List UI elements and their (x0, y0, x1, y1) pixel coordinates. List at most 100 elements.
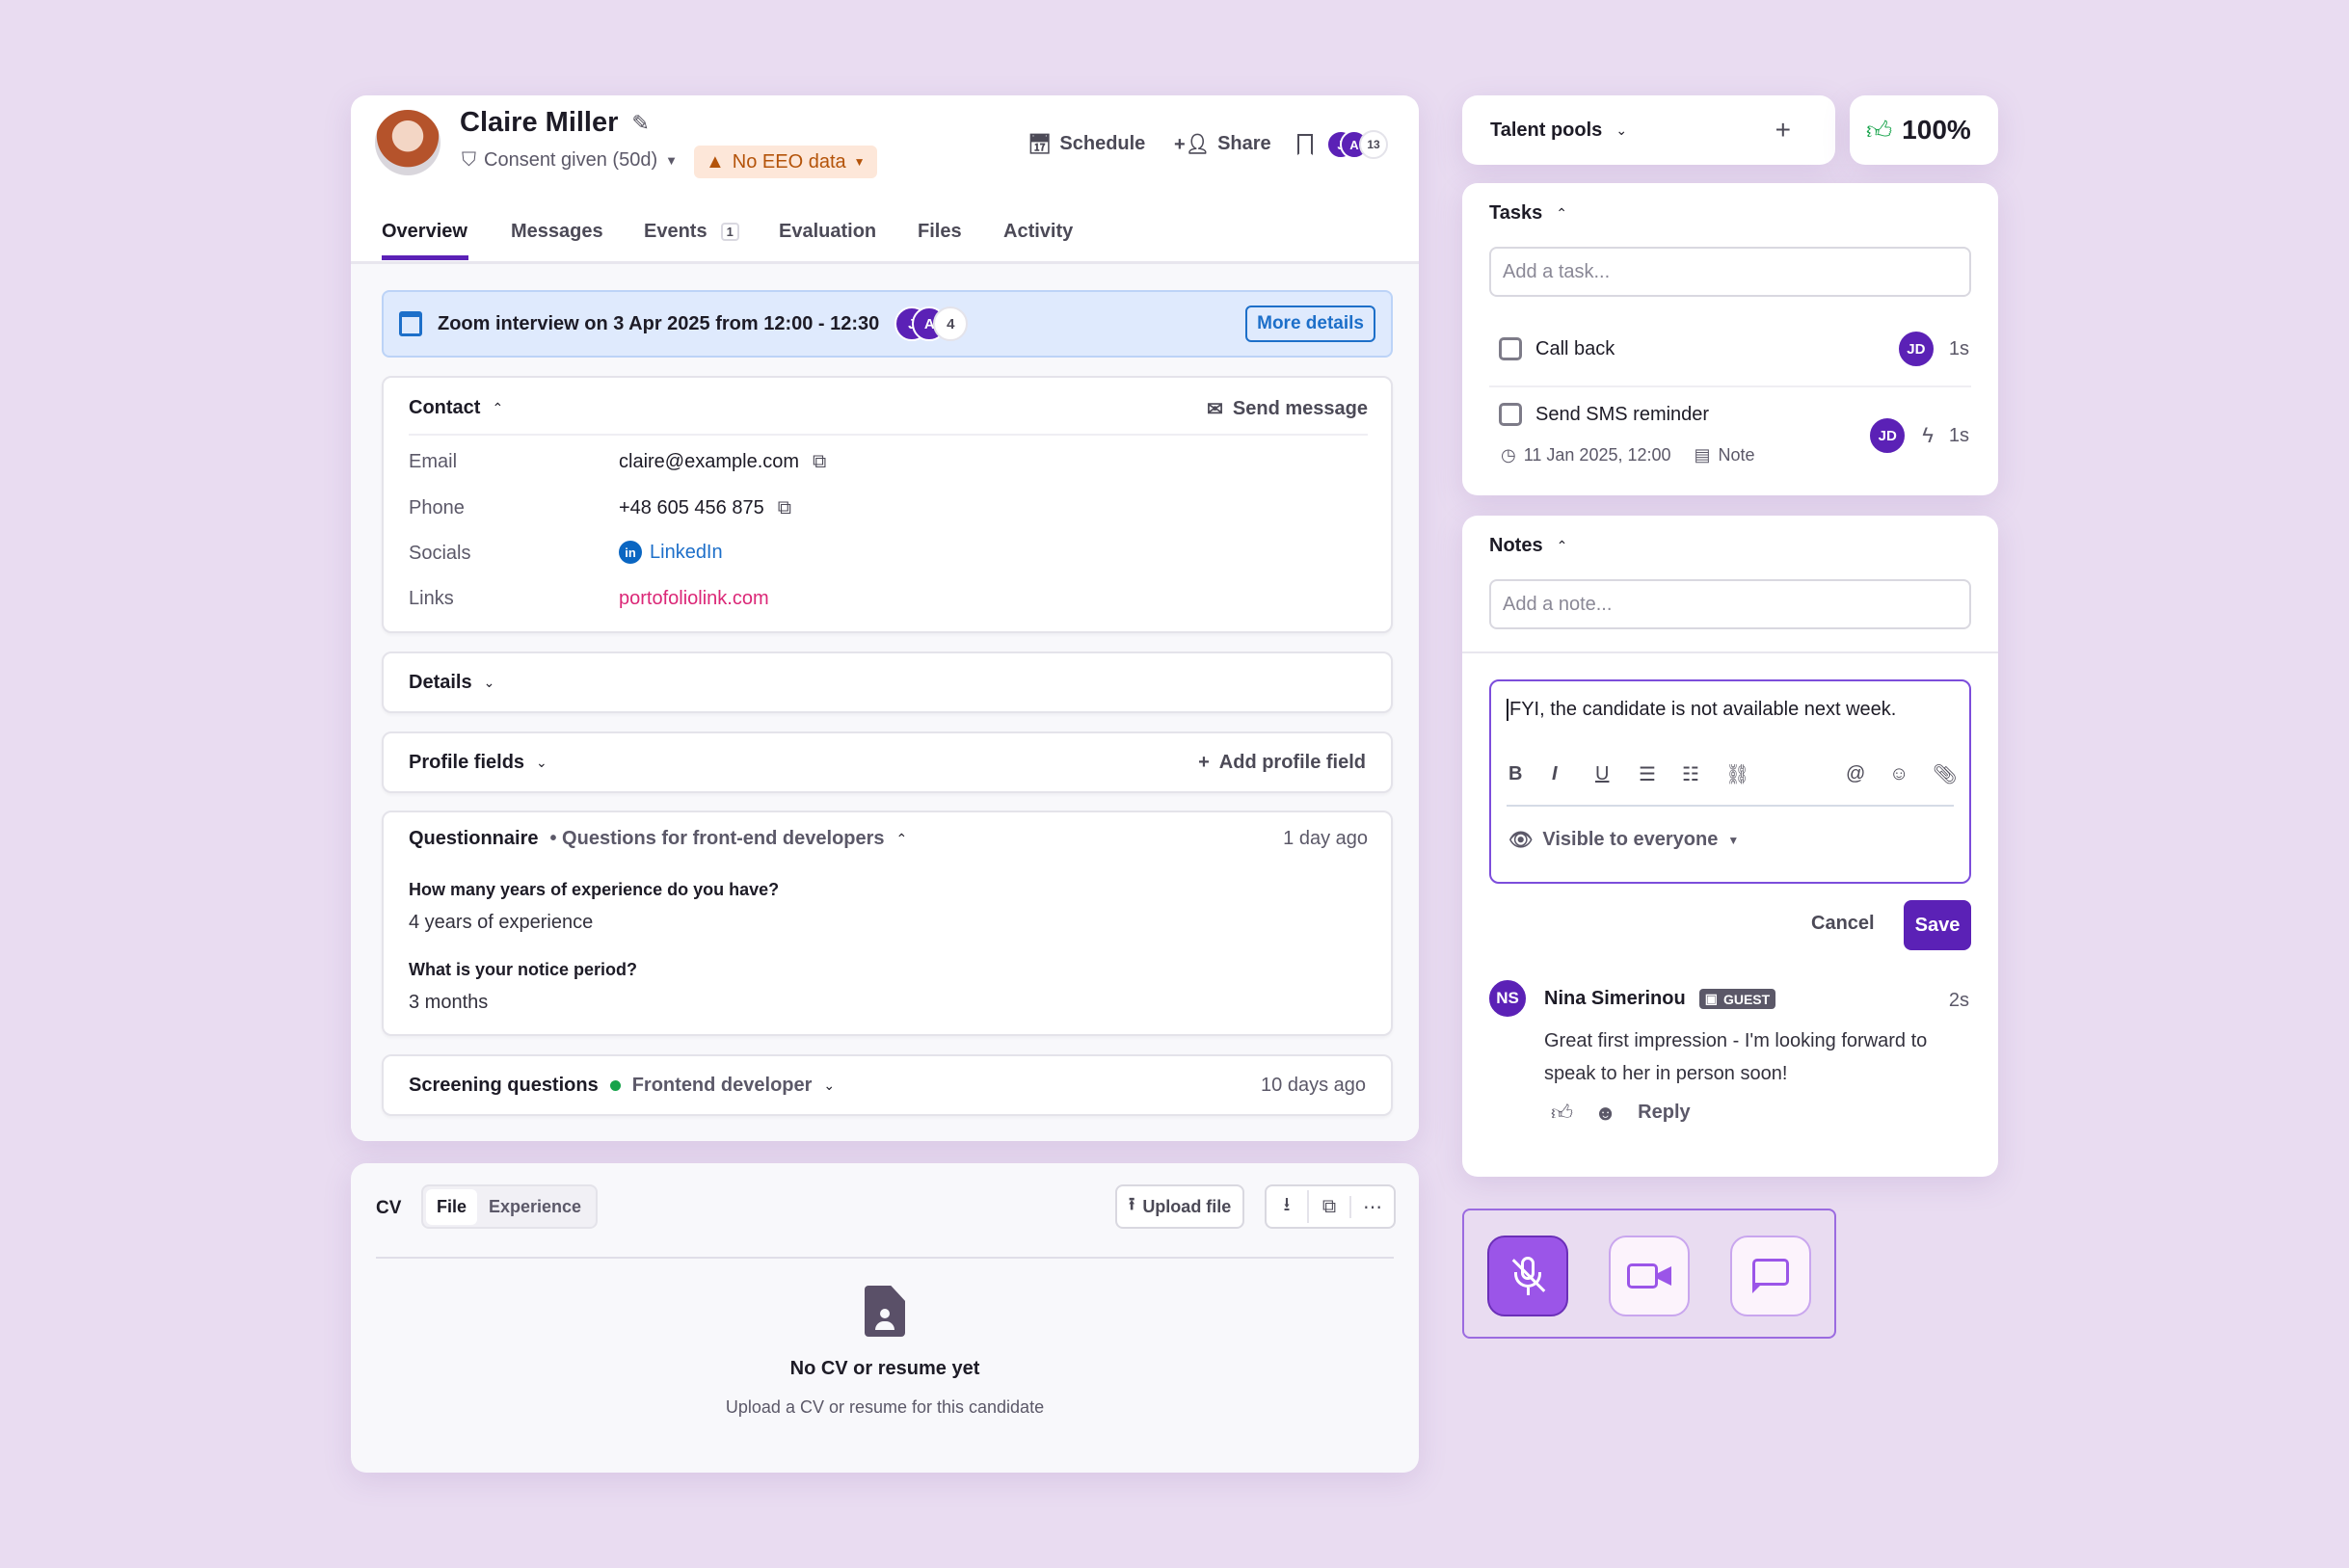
add-profile-field-button[interactable]: + Add profile field (1198, 752, 1366, 774)
questionnaire-toggle[interactable]: Questionnaire • Questions for front-end d… (409, 828, 907, 850)
save-button[interactable]: Save (1904, 900, 1971, 950)
caret-icon: ▼ (665, 153, 678, 168)
phone-value[interactable]: +48 605 456 875 (619, 497, 764, 518)
mute-microphone-button[interactable] (1487, 1236, 1568, 1316)
bold-icon[interactable]: B (1508, 763, 1523, 784)
divider (1507, 805, 1954, 807)
visibility-label: Visible to everyone (1542, 829, 1719, 850)
clock-icon: ◷ (1501, 445, 1516, 465)
task-checkbox[interactable] (1499, 337, 1522, 360)
underline-icon[interactable]: U (1595, 763, 1610, 784)
video-button[interactable] (1609, 1236, 1690, 1316)
more-details-button[interactable]: More details (1245, 306, 1375, 342)
tab-files[interactable]: Files (918, 221, 962, 242)
share-button[interactable]: +👤︎ Share (1174, 132, 1271, 156)
active-tab-indicator (382, 255, 468, 260)
status-dot (609, 1079, 621, 1091)
assignee-avatar: JD (1896, 330, 1935, 368)
mention-icon[interactable]: @ (1846, 763, 1866, 784)
download-icon[interactable]: ⭳ (1267, 1190, 1309, 1223)
note-editor[interactable]: FYI, the candidate is not available next… (1489, 679, 1971, 884)
profile-fields-section: Profile fields ⌄ + Add profile field (382, 731, 1393, 793)
email-label: Email (409, 451, 458, 472)
add-talent-pool-icon[interactable]: + (1775, 115, 1791, 145)
contact-toggle[interactable]: Contact ⌃ (409, 397, 503, 419)
empty-cv-title: No CV or resume yet (789, 1358, 980, 1379)
eeo-badge[interactable]: ▲ No EEO data ▼ (694, 146, 877, 178)
portfolio-link[interactable]: portofoliolink.com (619, 588, 769, 609)
bullet-list-icon[interactable]: ☰ (1639, 764, 1656, 785)
warning-icon: ▲ (706, 150, 725, 173)
notes-toggle[interactable]: Notes ⌃ (1489, 535, 1567, 557)
screening-time: 10 days ago (1261, 1074, 1366, 1096)
cv-actions: ⭳ ⧉ ⋯ (1265, 1184, 1396, 1229)
formatting-toolbar: B I U ☰ ☷ ⛓ @ ☺ 📎︎ (1508, 762, 1958, 786)
reply-button[interactable]: Reply (1638, 1102, 1691, 1123)
schedule-label: Schedule (1059, 133, 1146, 154)
schedule-button[interactable]: 📅︎ Schedule (1028, 132, 1145, 156)
open-external-icon[interactable]: ⧉ (1309, 1195, 1351, 1218)
bookmark-icon[interactable] (1297, 134, 1313, 155)
attachment-icon[interactable]: 📎︎ (1933, 764, 1958, 785)
chat-button[interactable] (1730, 1236, 1811, 1316)
italic-icon[interactable]: I (1552, 763, 1558, 784)
task-checkbox[interactable] (1499, 403, 1522, 426)
attendee-count: 4 (933, 306, 969, 341)
task-label: Send SMS reminder (1535, 403, 1710, 425)
answer: 3 months (409, 992, 489, 1013)
upload-icon: ⭱ (1129, 1194, 1135, 1213)
talent-pools-dropdown[interactable]: Talent pools ⌄ (1490, 120, 1627, 142)
upload-file-button[interactable]: ⭱ Upload file (1115, 1184, 1245, 1229)
tab-events[interactable]: Events 1 (644, 221, 739, 243)
link-icon[interactable]: ⛓ (1725, 764, 1750, 785)
questionnaire-time: 1 day ago (1283, 828, 1368, 849)
copy-icon[interactable]: ⧉ (813, 451, 827, 472)
profile-fields-title[interactable]: Profile fields (409, 751, 525, 773)
send-message-label: Send message (1232, 398, 1368, 419)
add-task-input[interactable]: Add a task... (1489, 247, 1971, 297)
numbered-list-icon[interactable]: ☷ (1682, 764, 1699, 785)
plus-icon: + (1198, 751, 1210, 773)
details-title: Details (409, 671, 472, 693)
questionnaire-name-text: Questions for front-end developers (562, 828, 885, 849)
tab-overview[interactable]: Overview (382, 221, 467, 242)
chevron-down-icon[interactable]: ⌄ (536, 754, 547, 770)
tab-activity[interactable]: Activity (1003, 221, 1074, 242)
note-icon: ▤ (1694, 445, 1711, 465)
email-value[interactable]: claire@example.com (619, 451, 800, 472)
screening-section[interactable]: Screening questions Frontend developer ⌄… (382, 1054, 1393, 1116)
chevron-up-icon: ⌃ (1556, 538, 1568, 553)
edit-icon[interactable]: ✎ (631, 110, 650, 135)
tab-evaluation[interactable]: Evaluation (779, 221, 877, 242)
more-icon[interactable]: ⋯ (1363, 1196, 1382, 1218)
linkedin-link[interactable]: LinkedIn (650, 541, 723, 563)
chevron-up-icon: ⌃ (895, 831, 908, 846)
task-age: 1s (1948, 337, 1969, 359)
links-label: Links (409, 588, 454, 609)
consent-dropdown[interactable]: ⛉ Consent given (50d) ▼ (462, 149, 678, 172)
emoji-icon[interactable]: ☺ (1889, 763, 1909, 784)
questionnaire-name: • Questions for front-end developers (549, 828, 885, 849)
questionnaire-title: Questionnaire (409, 828, 539, 849)
chevron-up-icon: ⌃ (1556, 205, 1567, 221)
comment-text: Great first impression - I'm looking for… (1544, 1030, 1928, 1084)
add-reaction-icon[interactable]: ☻ (1594, 1100, 1617, 1125)
add-note-input[interactable]: Add a note... (1489, 579, 1971, 629)
eeo-label: No EEO data (732, 150, 846, 173)
copy-icon[interactable]: ⧉ (777, 497, 791, 518)
watcher-avatar: A (1340, 130, 1369, 159)
tasks-toggle[interactable]: Tasks ⌃ (1489, 202, 1567, 225)
details-section[interactable]: Details ⌄ (382, 651, 1393, 713)
send-message-button[interactable]: ✉︎ Send message (1207, 397, 1368, 421)
divider (1489, 385, 1971, 387)
thumbs-up-icon[interactable]: 👍︎ (1551, 1101, 1573, 1125)
tab-messages[interactable]: Messages (511, 221, 603, 242)
toggle-file[interactable]: File (426, 1188, 478, 1225)
cancel-button[interactable]: Cancel (1811, 913, 1875, 934)
questionnaire-section: Questionnaire • Questions for front-end d… (382, 811, 1393, 1036)
add-note-placeholder: Add a note... (1503, 593, 1613, 615)
note-draft-text[interactable]: FYI, the candidate is not available next… (1507, 699, 1896, 721)
watchers[interactable]: J A 13 (1326, 130, 1388, 159)
visibility-dropdown[interactable]: 👁︎ Visible to everyone ▼ (1508, 828, 1739, 852)
toggle-experience[interactable]: Experience (489, 1196, 582, 1216)
